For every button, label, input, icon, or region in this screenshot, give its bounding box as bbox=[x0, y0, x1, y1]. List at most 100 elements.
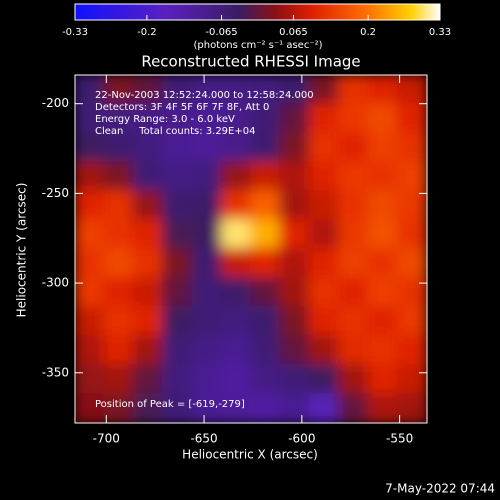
pixel bbox=[75, 364, 106, 395]
pixel bbox=[162, 306, 194, 337]
x-tick-label: -650 bbox=[190, 432, 217, 446]
pixel bbox=[279, 190, 311, 221]
pixel bbox=[220, 75, 252, 105]
pixel bbox=[162, 219, 194, 250]
pixel bbox=[367, 277, 399, 308]
pixel bbox=[308, 335, 340, 366]
pixel bbox=[338, 161, 370, 192]
pixel bbox=[396, 161, 427, 192]
pixel bbox=[191, 132, 223, 163]
colorbar-tick-label: -0.33 bbox=[62, 27, 88, 38]
pixel bbox=[279, 161, 311, 192]
pixel bbox=[162, 190, 194, 221]
pixel bbox=[279, 219, 311, 250]
pixel bbox=[132, 364, 164, 395]
pixel bbox=[132, 248, 164, 279]
pixel bbox=[367, 248, 399, 279]
pixel bbox=[75, 75, 106, 105]
pixel bbox=[75, 161, 106, 192]
pixel bbox=[103, 75, 135, 105]
pixel bbox=[279, 277, 311, 308]
pixel bbox=[396, 132, 427, 163]
pixel bbox=[132, 335, 164, 366]
pixel bbox=[279, 248, 311, 279]
pixel bbox=[191, 103, 223, 134]
pixel bbox=[396, 75, 427, 105]
pixel bbox=[250, 132, 282, 163]
pixel bbox=[220, 364, 252, 395]
pixel bbox=[396, 190, 427, 221]
pixel bbox=[132, 161, 164, 192]
pixel bbox=[103, 161, 135, 192]
peak-label: Position of Peak = [-619,-279] bbox=[95, 399, 245, 410]
pixel bbox=[338, 364, 370, 395]
pixel bbox=[220, 335, 252, 366]
pixel bbox=[367, 75, 399, 105]
pixel bbox=[279, 132, 311, 163]
pixel bbox=[308, 219, 340, 250]
pixel bbox=[220, 103, 252, 134]
pixel bbox=[308, 103, 340, 134]
pixel bbox=[191, 161, 223, 192]
y-tick-label: -300 bbox=[42, 276, 69, 290]
pixel bbox=[191, 75, 223, 105]
pixel bbox=[250, 335, 282, 366]
pixel bbox=[308, 161, 340, 192]
pixel bbox=[220, 161, 252, 192]
pixel bbox=[191, 277, 223, 308]
pixel bbox=[103, 219, 135, 250]
pixel bbox=[220, 219, 252, 250]
pixel bbox=[162, 277, 194, 308]
pixel bbox=[75, 219, 106, 250]
pixel bbox=[279, 335, 311, 366]
pixel bbox=[132, 103, 164, 134]
pixel bbox=[103, 132, 135, 163]
pixel bbox=[220, 393, 252, 423]
pixel bbox=[75, 277, 106, 308]
annotation: Energy Range: 3.0 - 6.0 keV bbox=[95, 114, 235, 125]
pixel bbox=[338, 335, 370, 366]
pixel bbox=[103, 364, 135, 395]
pixel bbox=[367, 364, 399, 395]
pixel bbox=[75, 335, 106, 366]
pixel bbox=[191, 248, 223, 279]
colorbar-tick-label: 0.2 bbox=[360, 27, 376, 38]
pixel bbox=[279, 103, 311, 134]
pixel bbox=[220, 306, 252, 337]
pixel bbox=[162, 335, 194, 366]
pixel bbox=[396, 248, 427, 279]
pixel bbox=[367, 103, 399, 134]
pixel bbox=[279, 393, 311, 423]
pixel bbox=[220, 190, 252, 221]
pixel bbox=[132, 190, 164, 221]
pixel bbox=[367, 219, 399, 250]
pixel bbox=[132, 306, 164, 337]
pixel bbox=[396, 393, 427, 423]
pixel bbox=[191, 190, 223, 221]
pixel bbox=[338, 103, 370, 134]
pixel bbox=[250, 306, 282, 337]
plot-frame bbox=[74, 74, 428, 424]
x-axis-label: Heliocentric X (arcsec) bbox=[182, 448, 318, 462]
pixel bbox=[338, 248, 370, 279]
colorbar-tick-label: 0.065 bbox=[279, 27, 308, 38]
pixel bbox=[250, 75, 282, 105]
pixel bbox=[308, 132, 340, 163]
pixel bbox=[279, 306, 311, 337]
pixel bbox=[308, 75, 340, 105]
colorbar-tick-label: 0.33 bbox=[429, 27, 451, 38]
pixel bbox=[220, 132, 252, 163]
x-tick-label: -550 bbox=[386, 432, 413, 446]
pixel bbox=[250, 161, 282, 192]
pixel bbox=[191, 364, 223, 395]
pixel bbox=[75, 306, 106, 337]
pixel bbox=[338, 75, 370, 105]
pixel bbox=[250, 103, 282, 134]
pixel bbox=[308, 277, 340, 308]
pixel bbox=[162, 75, 194, 105]
pixel bbox=[338, 393, 370, 423]
pixel bbox=[250, 219, 282, 250]
pixel bbox=[250, 248, 282, 279]
y-tick-label: -350 bbox=[42, 365, 69, 379]
